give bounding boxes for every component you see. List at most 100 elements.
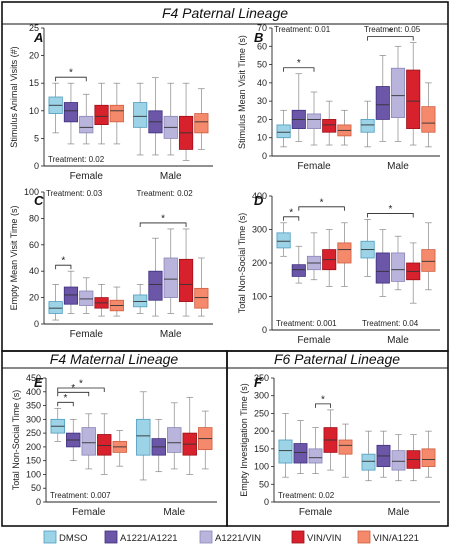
box-dmso-female (48, 284, 63, 321)
box-vin-a1221-male (198, 410, 213, 470)
panel-f: F 0 50 100 150 200 250 300 350 Empty Investigatio… (239, 373, 440, 518)
box-a1221-vin-male (390, 235, 406, 291)
y-tick-label: 40 (29, 266, 39, 276)
treatment-annotation: Treatment: 0.05 (364, 25, 421, 34)
significance-line (298, 206, 345, 211)
box-a1221-vin-female (81, 413, 96, 470)
significance-bracket: * (57, 379, 105, 392)
box-body (375, 86, 390, 120)
box-vin-vin-female (323, 409, 338, 471)
treatment-annotation: Treatment: 0.001 (276, 319, 337, 328)
box-vin-vin-female (322, 100, 337, 146)
box-body (322, 119, 337, 133)
box-vin-a1221-male (194, 257, 209, 317)
significance-star: * (321, 394, 325, 405)
panel-letter: A (33, 30, 43, 45)
y-tick-label: 400 (252, 191, 267, 201)
treatment-annotation: Treatment: 0.03 (46, 189, 103, 198)
legend-item-vin-vin: VIN/VIN (291, 530, 341, 544)
significance-bracket: * (57, 393, 74, 407)
y-tick-label: 400 (26, 387, 41, 397)
panels: A 0 5 10 15 20 25 Stimulus Animal Visits (#) Fem… (9, 23, 440, 518)
y-tick-label: 100 (252, 292, 267, 302)
box-vin-vin-female (94, 82, 109, 145)
significance-star: * (69, 68, 73, 79)
y-tick-label: 20 (257, 114, 267, 124)
box-vin-a1221-female (109, 82, 124, 145)
y-tick-label: 70 (257, 23, 267, 33)
significance-star: * (79, 379, 83, 390)
significance-line (315, 403, 331, 408)
box-body (163, 257, 178, 298)
box-a1221-vin-female (306, 232, 322, 281)
significance-line (55, 76, 87, 82)
legend-label: A1221/A1221 (120, 533, 178, 544)
y-tick-label: 50 (259, 479, 269, 489)
box-a1221-a1221-male (375, 229, 390, 297)
significance-bracket: * (139, 213, 187, 227)
y-tick-label: 0 (262, 325, 267, 335)
panel-b: B 0 10 20 30 40 50 60 70 Stimulus Mean Visit Time… (237, 23, 440, 172)
box-a1221-a1221-male (151, 418, 166, 473)
box-body (167, 427, 182, 453)
legend-label: A1221/VIN (215, 533, 261, 544)
box-vin-a1221-male (421, 82, 436, 148)
box-a1221-a1221-male (376, 430, 391, 478)
box-a1221-a1221-female (66, 418, 81, 462)
significance-line (283, 67, 315, 72)
y-tick-label: 60 (257, 41, 267, 51)
panel-d: D 0 100 200 300 400 Total Non-Social Time (s) F… (237, 191, 440, 346)
box-vin-vin-female (97, 413, 112, 475)
box-body (278, 439, 293, 464)
box-body (194, 113, 209, 134)
box-a1221-vin-male (163, 228, 178, 314)
box-vin-vin-male (406, 434, 421, 482)
box-a1221-a1221-female (293, 420, 308, 475)
box-body (338, 439, 353, 455)
significance-line (57, 401, 74, 407)
significance-star: * (388, 204, 392, 215)
group-label: Male (388, 507, 410, 518)
significance-bracket: * (283, 207, 300, 221)
legend-item-dmso: DMSO (43, 530, 88, 544)
box-body (390, 252, 406, 282)
box-vin-vin-female (94, 284, 109, 317)
y-tick-label: 5 (34, 133, 39, 143)
box-body (391, 450, 406, 471)
y-tick-label: 300 (252, 225, 267, 235)
panel-a: A 0 5 10 15 20 25 Stimulus Animal Visits (#) Fem… (9, 23, 213, 182)
box-body (136, 418, 151, 456)
y-tick-label: 350 (26, 401, 41, 411)
box-vin-a1221-female (112, 430, 127, 467)
box-body (194, 287, 209, 309)
legend-swatch (291, 530, 305, 544)
y-tick-label: 150 (254, 444, 269, 454)
significance-line (57, 391, 90, 397)
y-axis-title: Stimulus Animal Visits (#) (9, 46, 19, 147)
box-body (360, 119, 375, 133)
box-body (291, 264, 306, 277)
y-tick-label: 0 (264, 497, 269, 507)
box-a1221-a1221-male (148, 77, 163, 156)
box-a1221-vin-female (306, 91, 322, 146)
box-body (308, 448, 323, 464)
y-axis-title: Stimulus Mean Visit Time (s) (237, 35, 247, 149)
significance-star: * (161, 213, 165, 224)
y-tick-label: 0 (262, 151, 267, 161)
legend-item-vin-a1221: VIN/A1221 (357, 530, 419, 544)
box-body (276, 232, 291, 249)
significance-bracket: * (315, 394, 331, 408)
legend-swatch (199, 530, 213, 544)
treatment-annotation: Treatment: 0.02 (278, 491, 335, 500)
y-axis-title: Total Non-Social Time (s) (237, 213, 247, 314)
box-body (421, 106, 436, 133)
box-body (406, 69, 421, 129)
box-vin-vin-male (178, 228, 194, 317)
box-vin-a1221-female (337, 109, 352, 146)
significance-bracket: * (283, 58, 315, 72)
box-vin-a1221-male (421, 222, 436, 291)
y-tick-label: 60 (29, 240, 39, 250)
box-dmso-male (133, 82, 148, 156)
group-label: Female (297, 335, 331, 346)
